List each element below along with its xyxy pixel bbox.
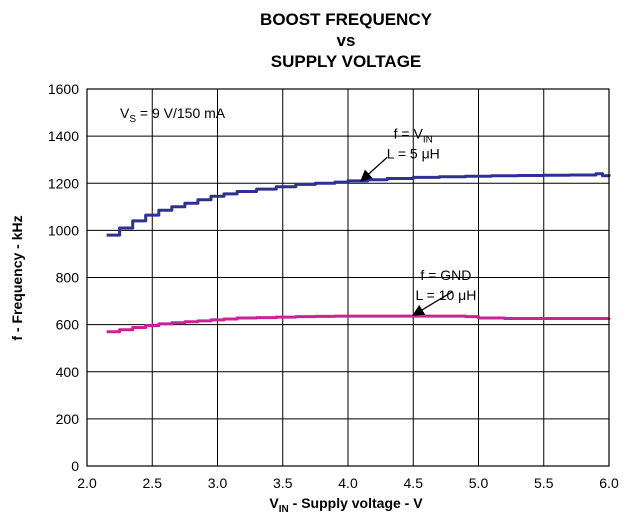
x-tick-label: 4.0: [338, 475, 358, 491]
x-axis-label-rest: - Supply voltage - V: [289, 495, 423, 511]
y-tick-label: 1000: [48, 222, 79, 238]
x-tick-label: 5.5: [534, 475, 554, 491]
annotation-text-main: f = V: [394, 125, 424, 141]
x-tick-label: 6.0: [599, 475, 619, 491]
condition-main: V: [120, 105, 130, 121]
x-tick-label: 3.0: [208, 475, 228, 491]
x-tick-label: 2.5: [143, 475, 163, 491]
annotation-text-main: L = 5 μH: [387, 145, 440, 161]
plot-frame: [86, 88, 610, 467]
series-line-1: [106, 172, 611, 237]
y-tick-label: 600: [56, 317, 80, 333]
annotation-2-line-1: f = GND: [420, 267, 471, 283]
annotation-2-arrow: [412, 291, 453, 316]
y-tick-label: 1600: [48, 81, 79, 97]
y-tick-label: 400: [56, 364, 80, 380]
condition-sub: S: [129, 114, 136, 125]
x-tick-label: 2.0: [77, 475, 97, 491]
y-tick-label: 1200: [48, 175, 79, 191]
chart-title-line-1: BOOST FREQUENCY: [260, 10, 433, 29]
annotation-1-arrow: [360, 156, 388, 182]
y-axis-label: f - Frequency - kHz: [9, 215, 25, 340]
y-tick-label: 800: [56, 270, 80, 286]
y-tick-label: 200: [56, 411, 80, 427]
y-tick-label: 1400: [48, 128, 79, 144]
grid: [87, 89, 609, 466]
x-tick-label: 5.0: [469, 475, 489, 491]
x-axis-label-sub: IN: [279, 504, 289, 515]
x-tick-label: 3.5: [273, 475, 293, 491]
x-tick-label: 4.5: [404, 475, 424, 491]
x-tick-labels: 2.0 2.5 3.0 3.5 4.0 4.5 5.0 5.5 6.0: [77, 475, 619, 491]
annotation-1-line-2: L = 5 μH: [387, 145, 440, 161]
chart-title-line-2: vs: [337, 31, 356, 50]
series-layer: [106, 172, 611, 334]
x-axis-label-main: V: [269, 495, 279, 511]
series-line-2: [106, 314, 611, 334]
y-tick-label: 0: [71, 458, 79, 474]
annotation-text-main: f = GND: [420, 267, 471, 283]
condition-rest: = 9 V/150 mA: [136, 105, 226, 121]
chart-title-line-3: SUPPLY VOLTAGE: [271, 52, 422, 71]
annotation-text-sub: IN: [423, 134, 433, 145]
annotation-1-line-1: f = VIN: [394, 125, 433, 145]
y-tick-labels: 0 200 400 600 800 1000 1200 1400 1600: [48, 81, 79, 474]
condition-label: VS = 9 V/150 mA: [120, 105, 226, 125]
x-axis-label: VIN - Supply voltage - V: [269, 495, 423, 515]
